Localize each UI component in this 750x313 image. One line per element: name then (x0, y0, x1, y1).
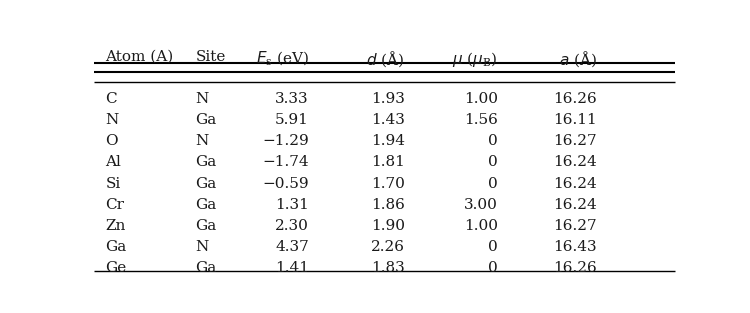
Text: 16.24: 16.24 (553, 177, 596, 191)
Text: 2.26: 2.26 (370, 240, 405, 254)
Text: −1.74: −1.74 (262, 156, 309, 169)
Text: 3.00: 3.00 (464, 198, 498, 212)
Text: Atom (A): Atom (A) (105, 50, 173, 64)
Text: 2.30: 2.30 (275, 219, 309, 233)
Text: 16.26: 16.26 (553, 261, 596, 275)
Text: Ga: Ga (105, 240, 127, 254)
Text: 1.70: 1.70 (370, 177, 405, 191)
Text: C: C (105, 92, 117, 106)
Text: 16.27: 16.27 (553, 219, 596, 233)
Text: N: N (196, 92, 208, 106)
Text: 1.00: 1.00 (464, 92, 498, 106)
Text: Ga: Ga (196, 219, 217, 233)
Text: 16.43: 16.43 (553, 240, 596, 254)
Text: Si: Si (105, 177, 121, 191)
Text: 16.24: 16.24 (553, 156, 596, 169)
Text: 16.26: 16.26 (553, 92, 596, 106)
Text: −0.59: −0.59 (262, 177, 309, 191)
Text: 1.86: 1.86 (370, 198, 405, 212)
Text: Al: Al (105, 156, 122, 169)
Text: 1.43: 1.43 (370, 113, 405, 127)
Text: 1.81: 1.81 (370, 156, 405, 169)
Text: Ga: Ga (196, 261, 217, 275)
Text: $a$ (Å): $a$ (Å) (559, 50, 596, 69)
Text: 4.37: 4.37 (275, 240, 309, 254)
Text: N: N (196, 240, 208, 254)
Text: 1.41: 1.41 (274, 261, 309, 275)
Text: Ge: Ge (105, 261, 127, 275)
Text: 16.27: 16.27 (553, 134, 596, 148)
Text: $E_\mathregular{s}$ (eV): $E_\mathregular{s}$ (eV) (256, 50, 309, 68)
Text: 16.11: 16.11 (553, 113, 596, 127)
Text: $\mu$ ($\mu_\mathregular{B}$): $\mu$ ($\mu_\mathregular{B}$) (452, 50, 498, 69)
Text: 1.83: 1.83 (371, 261, 405, 275)
Text: 1.00: 1.00 (464, 219, 498, 233)
Text: N: N (196, 134, 208, 148)
Text: Ga: Ga (196, 113, 217, 127)
Text: Zn: Zn (105, 219, 126, 233)
Text: Ga: Ga (196, 156, 217, 169)
Text: 3.33: 3.33 (275, 92, 309, 106)
Text: 1.94: 1.94 (370, 134, 405, 148)
Text: 16.24: 16.24 (553, 198, 596, 212)
Text: 0: 0 (488, 177, 498, 191)
Text: 0: 0 (488, 156, 498, 169)
Text: 5.91: 5.91 (275, 113, 309, 127)
Text: N: N (105, 113, 118, 127)
Text: 1.31: 1.31 (275, 198, 309, 212)
Text: 1.93: 1.93 (370, 92, 405, 106)
Text: −1.29: −1.29 (262, 134, 309, 148)
Text: $d$ (Å): $d$ (Å) (367, 50, 405, 69)
Text: Ga: Ga (196, 198, 217, 212)
Text: Site: Site (196, 50, 226, 64)
Text: 1.90: 1.90 (370, 219, 405, 233)
Text: 0: 0 (488, 134, 498, 148)
Text: O: O (105, 134, 118, 148)
Text: 0: 0 (488, 240, 498, 254)
Text: Cr: Cr (105, 198, 125, 212)
Text: Ga: Ga (196, 177, 217, 191)
Text: 0: 0 (488, 261, 498, 275)
Text: 1.56: 1.56 (464, 113, 498, 127)
